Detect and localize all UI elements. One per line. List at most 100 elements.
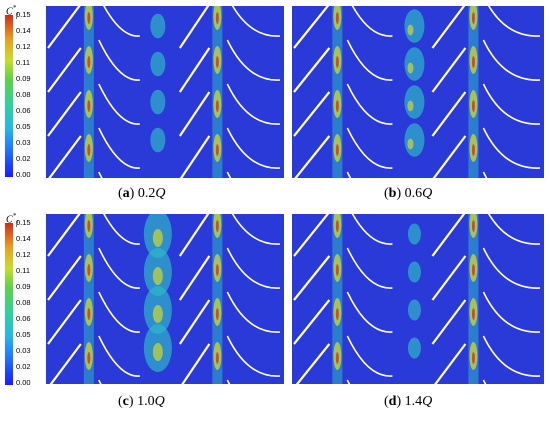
blade-arc [346,83,393,125]
blade-line [178,47,211,93]
blade-arc [482,247,541,289]
blade-line [293,91,331,137]
wake-core [152,305,163,323]
hotspot-core [471,100,475,112]
field-background [46,6,284,178]
colorbar-tick: 0.00 [16,170,31,179]
hotspot-core [471,144,475,156]
blade-arc [346,247,393,289]
blade-line [431,91,467,137]
blade-line [47,47,82,93]
blade-arc [231,214,281,245]
colorbar-tick: 0.06 [16,314,31,323]
wake-blob [404,85,425,119]
colorbar-tick: 0.15 [16,10,31,19]
caption-b: (b) 0.6Q [384,186,433,201]
blade-line [47,299,82,345]
blade-arc [482,39,541,81]
wake-core [152,343,163,361]
colorbar-tick: 0.05 [16,122,31,131]
hotspot-core [471,264,475,276]
blade-arc [98,127,140,169]
colorbar-tick: 0.14 [16,26,31,35]
blade-arc [98,291,140,333]
colorbar-tick: 0.11 [16,266,31,275]
blade-arc [482,291,541,333]
wake-blob [407,337,421,359]
wake-core [152,267,163,285]
colorbar-tick: 0.00 [16,378,31,387]
blade-arc [226,247,281,289]
colorbar-tick: 0.03 [16,346,31,355]
blade-line [293,47,331,93]
colorbar-ticks: 0.15 0.14 0.12 0.11 0.09 0.08 0.06 0.05 … [16,11,46,179]
colorbar-tick: 0.08 [16,90,31,99]
wake-blob [407,261,421,283]
blade-line [293,214,330,257]
blade-line [178,255,211,301]
blade-arc [346,291,393,333]
hotspot-core [471,12,475,24]
colorbar-ticks: 0.15 0.14 0.12 0.11 0.09 0.08 0.06 0.05 … [16,219,46,387]
blade-line [434,343,467,384]
hotspot-core [335,264,339,276]
blade-arc [103,6,140,37]
hotspot-core [87,12,91,24]
contour-field [292,6,544,178]
hotspot-core [335,12,339,24]
blade-arc [351,6,393,37]
wake-blob [150,13,166,39]
blade-line [295,343,331,384]
hotspot-core [215,264,219,276]
hotspot-core [335,100,339,112]
blade-arc [231,6,281,37]
blade-line [432,135,467,178]
blade-arc [346,127,393,169]
colorbar-symbol: C*f [6,4,19,20]
hotspot-core [335,144,339,156]
blade-line [293,299,331,345]
blade-arc [351,214,393,245]
hotspot-core [87,308,91,320]
contour-field [292,214,544,384]
blade-line [178,6,210,49]
blade-line [431,299,467,345]
hotspot-core [471,56,475,68]
colorbar-tick: 0.05 [16,330,31,339]
blade-arc [226,335,281,377]
colorbar-tick: 0.12 [16,250,31,259]
blade-line [431,255,467,301]
hotspot-core [87,264,91,276]
hotspot-core [471,308,475,320]
wake-blob [407,299,421,321]
colorbar-tick: 0.11 [16,58,31,67]
blade-arc [482,127,541,169]
contour-field [46,6,284,178]
wake-core [407,24,414,36]
blade-arc [346,39,393,81]
caption-d: (d) 1.4Q [384,394,433,409]
colorbar-tick: 0.03 [16,138,31,147]
hotspot-core [335,220,339,232]
colorbar-tick: 0.06 [16,106,31,115]
hotspot-core [87,100,91,112]
blade-arc [482,83,541,125]
blade-arc [98,335,140,377]
hotspot-core [87,352,91,364]
colorbar-tick: 0.02 [16,362,31,371]
contour-field [46,214,284,384]
blade-line [293,255,331,301]
wake-blob [150,127,166,153]
contour-panel-b [292,6,544,178]
wake-blob [150,51,166,77]
hotspot-core [471,352,475,364]
hotspot-core [215,56,219,68]
hotspot-core [87,56,91,68]
hotspot-core [215,12,219,24]
blade-arc [487,6,541,37]
hotspot-core [335,56,339,68]
colorbar-tick: 0.09 [16,74,31,83]
colorbar-gradient [5,15,13,177]
blade-arc [226,83,281,125]
blade-line [179,135,211,178]
